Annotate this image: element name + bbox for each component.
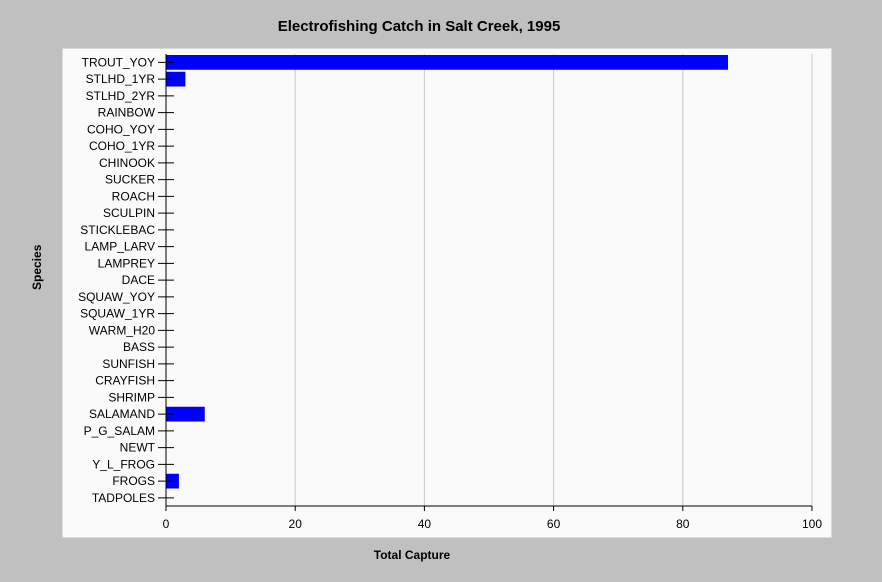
x-tick-label: 80 [676,517,690,531]
y-tick-label: TADPOLES [92,491,155,505]
grid-lines [294,54,813,506]
y-tick-label: LAMP_LARV [85,240,155,254]
y-tick-label: LAMPREY [98,256,155,270]
bar [166,406,205,422]
y-tick-label: NEWT [120,441,156,455]
y-tick-label: SUCKER [105,173,155,187]
y-tick-label: SHRIMP [108,390,155,404]
x-tick-labels: 0 20 40 60 80 100 [163,517,823,531]
bars [166,55,729,489]
y-tick-label: P_G_SALAM [84,424,155,438]
y-tick-label: SQUAW_YOY [78,290,155,304]
y-tick-label: ROACH [112,189,155,203]
bar [166,71,186,87]
y-tick-label: STLHD_2YR [86,89,156,103]
y-tick-label: SALAMAND [89,407,155,421]
plot-panel [62,48,832,538]
bar [166,55,729,70]
y-tick-label: SUNFISH [102,357,155,371]
y-tick-label: Y_L_FROG [92,457,155,471]
y-tick-labels: TROUT_YOY STLHD_1YR STLHD_2YR RAINBOW COHO_Y… [78,55,156,505]
y-tick-label: STLHD_1YR [86,72,156,86]
chart-title: Electrofishing Catch in Salt Creek, 1995 [277,18,561,35]
y-tick-label: SQUAW_1YR [80,307,155,321]
y-tick-label: CRAYFISH [95,374,155,388]
y-tick-label: STICKLEBAC [80,223,155,237]
x-tick-label: 40 [418,517,432,531]
x-tick-label: 0 [163,517,170,531]
x-tick-label: 60 [547,517,561,531]
y-tick-label: WARM_H20 [89,323,156,337]
y-tick-label: SCULPIN [103,206,155,220]
y-tick-label: COHO_1YR [89,139,155,153]
y-tick-label: FROGS [112,474,155,488]
y-tick-label: CHINOOK [99,156,155,170]
axes [158,54,813,511]
x-tick-label: 100 [802,517,822,531]
y-tick-label: DACE [122,273,155,287]
y-tick-label: RAINBOW [98,106,156,120]
y-tick-label: COHO_YOY [87,122,155,136]
y-tick-label: TROUT_YOY [82,55,155,69]
x-axis-label: Total Capture [373,548,451,562]
y-tick-label: BASS [123,340,155,354]
x-tick-label: 20 [289,517,303,531]
